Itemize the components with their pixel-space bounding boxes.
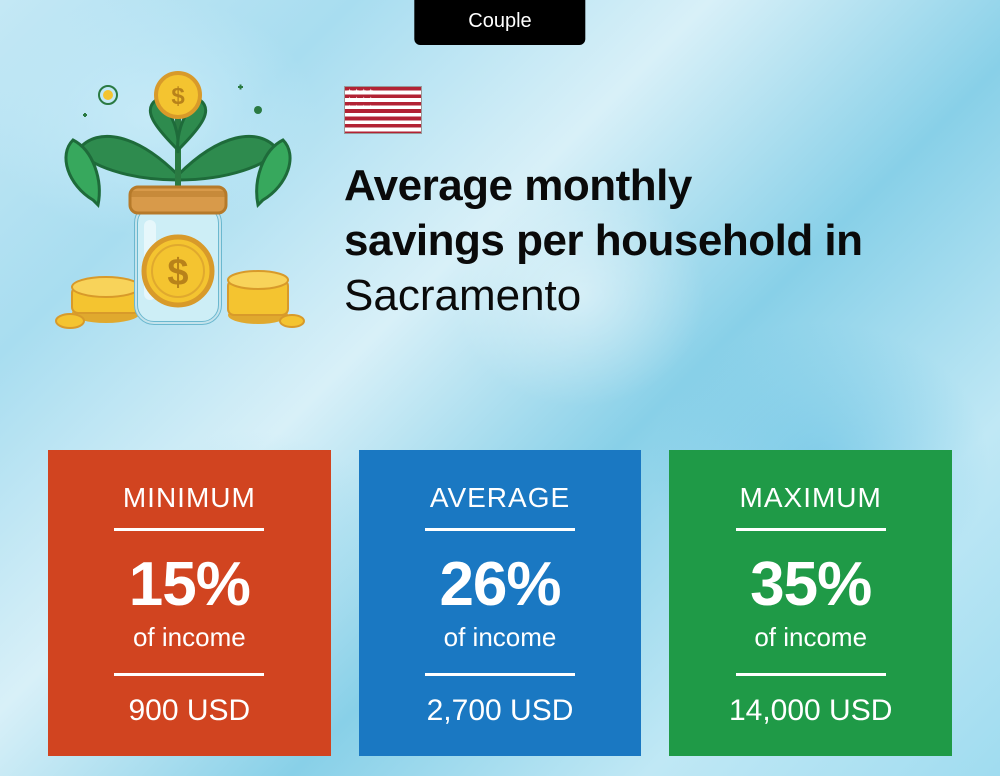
title-line-1: Average monthly xyxy=(344,161,692,210)
divider xyxy=(425,673,575,676)
card-minimum: MINIMUM 15% of income 900 USD xyxy=(48,450,331,756)
divider xyxy=(114,673,264,676)
card-percent: 15% xyxy=(129,549,250,620)
card-average: AVERAGE 26% of income 2,700 USD xyxy=(359,450,642,756)
page-title: Average monthly savings per household in… xyxy=(344,158,952,323)
divider xyxy=(736,673,886,676)
card-amount: 2,700 USD xyxy=(427,694,574,728)
tab-label: Couple xyxy=(468,10,531,32)
of-income-label: of income xyxy=(754,622,867,653)
title-block: Average monthly savings per household in… xyxy=(344,68,952,323)
card-amount: 14,000 USD xyxy=(729,694,892,728)
us-flag-icon xyxy=(344,86,422,134)
svg-text:$: $ xyxy=(171,83,185,110)
divider xyxy=(114,528,264,531)
card-amount: 900 USD xyxy=(128,694,250,728)
divider xyxy=(425,528,575,531)
category-tab: Couple xyxy=(414,0,585,45)
card-label: AVERAGE xyxy=(430,482,570,514)
card-label: MAXIMUM xyxy=(740,482,882,514)
of-income-label: of income xyxy=(133,622,246,653)
title-line-2: savings per household in xyxy=(344,216,863,265)
card-percent: 35% xyxy=(750,549,871,620)
card-label: MINIMUM xyxy=(123,482,256,514)
svg-text:$: $ xyxy=(167,252,188,294)
jar-plant-icon: $ $ xyxy=(48,55,308,335)
title-city: Sacramento xyxy=(344,271,581,320)
divider xyxy=(736,528,886,531)
savings-jar-illustration: $ $ xyxy=(48,55,308,335)
card-percent: 26% xyxy=(439,549,560,620)
stat-cards: MINIMUM 15% of income 900 USD AVERAGE 26… xyxy=(48,450,952,756)
of-income-label: of income xyxy=(444,622,557,653)
card-maximum: MAXIMUM 35% of income 14,000 USD xyxy=(669,450,952,756)
header: $ $ xyxy=(48,55,952,335)
